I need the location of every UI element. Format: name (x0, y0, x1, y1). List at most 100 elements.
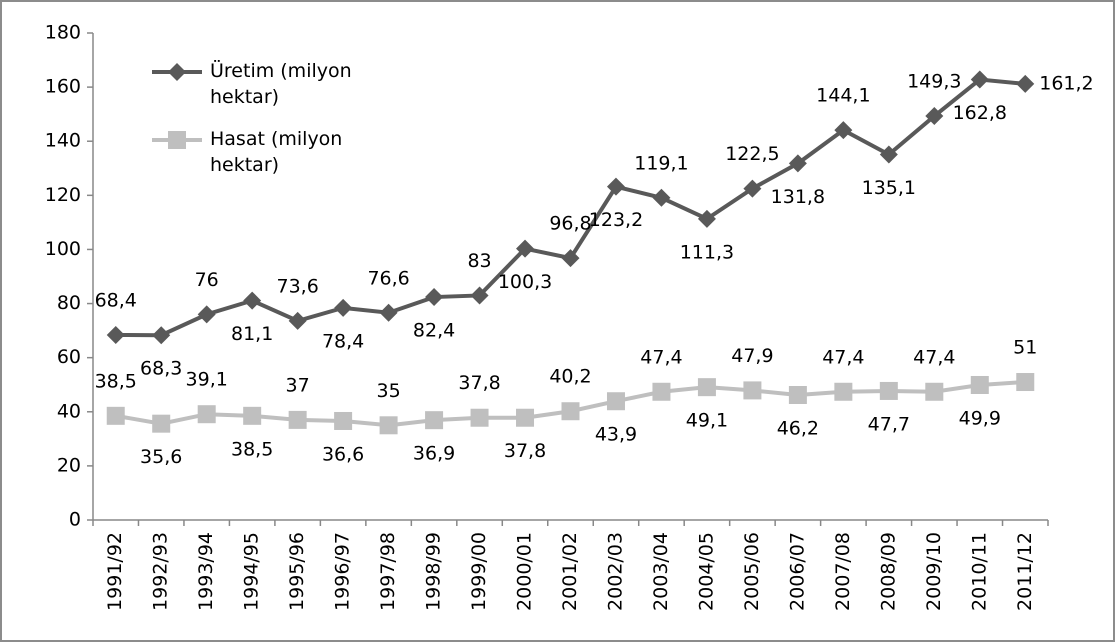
x-tick-label: 1996/97 (332, 532, 354, 611)
y-tick-label: 60 (57, 346, 81, 368)
x-tick-label: 2005/06 (741, 532, 763, 611)
x-tick-label: 1994/95 (241, 532, 263, 611)
data-label: 82,4 (413, 320, 455, 342)
data-label: 76 (195, 269, 219, 291)
marker (516, 239, 535, 258)
x-tick-label: 1999/00 (468, 532, 490, 611)
x-tick-label: 1998/99 (423, 532, 445, 611)
x-tick-label: 2007/08 (832, 532, 854, 611)
data-label: 38,5 (231, 438, 273, 460)
marker (288, 311, 307, 330)
y-tick-label: 20 (57, 454, 81, 476)
data-label: 111,3 (680, 241, 734, 263)
marker (970, 375, 989, 394)
data-label: 100,3 (498, 271, 552, 293)
x-tick-label: 1991/92 (104, 532, 126, 611)
data-label: 37 (286, 374, 310, 396)
marker (334, 298, 353, 317)
data-label: 47,7 (868, 413, 910, 435)
y-tick-label: 160 (45, 76, 81, 98)
x-tick-label: 2000/01 (514, 532, 536, 611)
data-label: 162,8 (953, 102, 1007, 124)
x-tick-label: 2010/11 (968, 532, 990, 611)
marker (925, 382, 944, 401)
marker (879, 381, 898, 400)
marker (152, 326, 171, 345)
data-label: 47,4 (913, 346, 955, 368)
x-tick-label: 2008/09 (877, 532, 899, 611)
marker (606, 177, 625, 196)
marker (1016, 74, 1035, 93)
data-label: 51 (1013, 337, 1037, 359)
x-tick-label: 2003/04 (650, 532, 672, 611)
data-label: 68,3 (140, 358, 182, 380)
data-label: 96,8 (549, 213, 591, 235)
marker (697, 378, 716, 397)
legend-marker (168, 131, 186, 149)
data-label: 161,2 (1039, 72, 1093, 94)
marker (606, 392, 625, 411)
marker (834, 121, 853, 140)
marker (561, 402, 580, 421)
data-label: 68,4 (95, 289, 137, 311)
marker (152, 414, 171, 433)
marker (425, 288, 444, 307)
x-tick-label: 1995/96 (286, 532, 308, 611)
marker (697, 209, 716, 228)
data-label: 76,6 (367, 267, 409, 289)
marker (243, 406, 262, 425)
data-label: 73,6 (276, 275, 318, 297)
marker (788, 386, 807, 405)
marker (470, 408, 489, 427)
marker (652, 188, 671, 207)
data-label: 131,8 (771, 186, 825, 208)
y-tick-label: 140 (45, 130, 81, 152)
data-label: 123,2 (589, 209, 643, 231)
x-tick-label: 2009/10 (923, 532, 945, 611)
legend-label: Hasat (milyon hektar) (210, 128, 343, 176)
data-label: 40,2 (549, 366, 591, 388)
x-tick-label: 2006/07 (786, 532, 808, 611)
x-tick-label: 1992/93 (150, 532, 172, 611)
data-label: 144,1 (816, 85, 870, 107)
data-label: 119,1 (634, 152, 688, 174)
y-tick-label: 120 (45, 184, 81, 206)
data-label: 37,8 (504, 440, 546, 462)
data-label: 39,1 (186, 369, 228, 391)
marker (879, 145, 898, 164)
marker (652, 382, 671, 401)
x-tick-label: 1997/98 (377, 532, 399, 611)
y-tick-label: 40 (57, 400, 81, 422)
data-label: 81,1 (231, 323, 273, 345)
data-label: 47,4 (822, 346, 864, 368)
marker (288, 410, 307, 429)
marker (1016, 373, 1035, 392)
marker (379, 303, 398, 322)
y-tick-label: 100 (45, 238, 81, 260)
data-label: 36,9 (413, 443, 455, 465)
marker (197, 305, 216, 324)
y-tick-label: 80 (57, 292, 81, 314)
x-tick-label: 2011/12 (1014, 532, 1036, 611)
marker (970, 70, 989, 89)
marker (106, 406, 125, 425)
data-label: 37,8 (458, 372, 500, 394)
marker (334, 411, 353, 430)
marker (516, 408, 535, 427)
marker (743, 179, 762, 198)
y-tick-label: 180 (45, 22, 81, 44)
marker (197, 405, 216, 424)
data-label: 135,1 (862, 177, 916, 199)
marker (561, 249, 580, 268)
marker (106, 325, 125, 344)
marker (788, 154, 807, 173)
marker (925, 107, 944, 126)
data-label: 47,4 (640, 346, 682, 368)
data-label: 122,5 (725, 143, 779, 165)
data-label: 47,9 (731, 345, 773, 367)
marker (743, 381, 762, 400)
data-label: 35,6 (140, 446, 182, 468)
